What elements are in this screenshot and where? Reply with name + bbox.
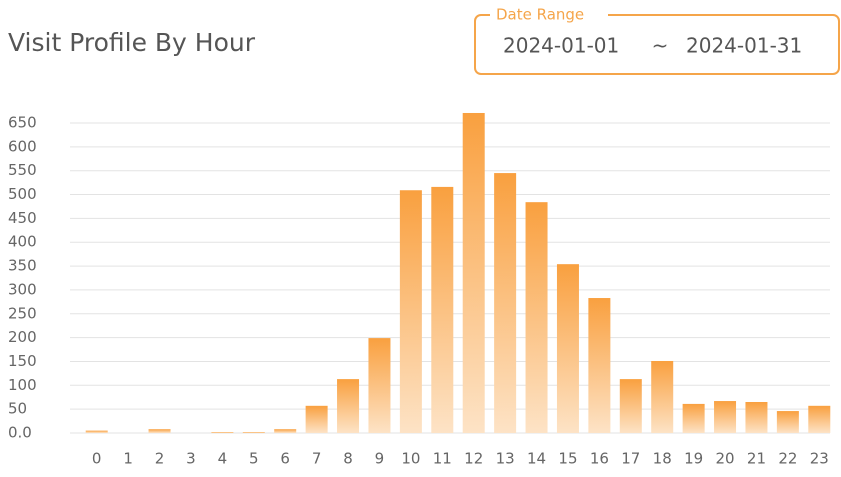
x-tick-label: 12 <box>464 450 483 468</box>
bar <box>745 402 768 433</box>
y-tick-label: 200 <box>8 328 37 346</box>
x-tick-label: 21 <box>747 450 766 468</box>
x-tick-label: 17 <box>621 450 640 468</box>
bar <box>368 338 391 433</box>
x-tick-label: 0 <box>92 450 102 468</box>
x-tick-label: 15 <box>558 450 577 468</box>
bar <box>431 186 454 433</box>
bar <box>305 405 328 433</box>
bar <box>808 405 831 433</box>
x-tick-label: 18 <box>653 450 672 468</box>
date-separator: ~ <box>652 34 669 58</box>
x-tick-label: 10 <box>401 450 420 468</box>
y-tick-label: 100 <box>8 376 37 394</box>
x-tick-label: 22 <box>778 450 797 468</box>
x-tick-label: 13 <box>496 450 515 468</box>
bar <box>776 411 799 433</box>
bar <box>274 429 297 433</box>
bar <box>619 379 642 433</box>
y-tick-label: 400 <box>8 233 37 251</box>
y-tick-label: 600 <box>8 137 37 155</box>
date-range-legend: Date Range <box>496 6 584 24</box>
x-tick-label: 3 <box>186 450 196 468</box>
y-tick-label: 50 <box>8 400 27 418</box>
bar <box>714 401 737 433</box>
end-date[interactable]: 2024-01-31 <box>686 34 802 58</box>
y-tick-label: 450 <box>8 209 37 227</box>
x-tick-label: 5 <box>249 450 259 468</box>
y-tick-label: 550 <box>8 161 37 179</box>
y-tick-label: 150 <box>8 352 37 370</box>
x-tick-label: 16 <box>590 450 609 468</box>
x-tick-label: 6 <box>280 450 290 468</box>
bar <box>588 298 611 433</box>
x-tick-label: 14 <box>527 450 546 468</box>
bar <box>148 429 171 433</box>
legend-gap <box>490 4 608 24</box>
x-tick-label: 19 <box>684 450 703 468</box>
x-tick-label: 1 <box>123 450 133 468</box>
bar <box>494 173 517 434</box>
x-tick-label: 23 <box>810 450 829 468</box>
x-tick-label: 20 <box>715 450 734 468</box>
bar <box>85 430 108 433</box>
date-range-box[interactable] <box>474 14 840 75</box>
bar <box>337 379 360 433</box>
bar <box>525 202 548 433</box>
y-tick-label: 500 <box>8 185 37 203</box>
bar <box>682 403 705 433</box>
x-tick-label: 4 <box>218 450 228 468</box>
y-tick-label: 0.0 <box>8 424 32 442</box>
start-date[interactable]: 2024-01-01 <box>503 34 619 58</box>
x-tick-label: 2 <box>155 450 165 468</box>
bar <box>242 432 265 433</box>
y-tick-label: 650 <box>8 114 37 132</box>
chart-title: Visit Profile By Hour <box>8 28 256 57</box>
bar <box>556 264 579 433</box>
y-tick-label: 350 <box>8 257 37 275</box>
bar <box>399 190 422 433</box>
y-tick-label: 300 <box>8 280 37 298</box>
x-tick-label: 11 <box>433 450 452 468</box>
y-tick-label: 250 <box>8 304 37 322</box>
x-tick-label: 8 <box>343 450 353 468</box>
x-tick-label: 9 <box>375 450 385 468</box>
bar <box>211 432 234 433</box>
x-tick-label: 7 <box>312 450 322 468</box>
bar <box>651 360 674 433</box>
bar <box>462 112 485 433</box>
